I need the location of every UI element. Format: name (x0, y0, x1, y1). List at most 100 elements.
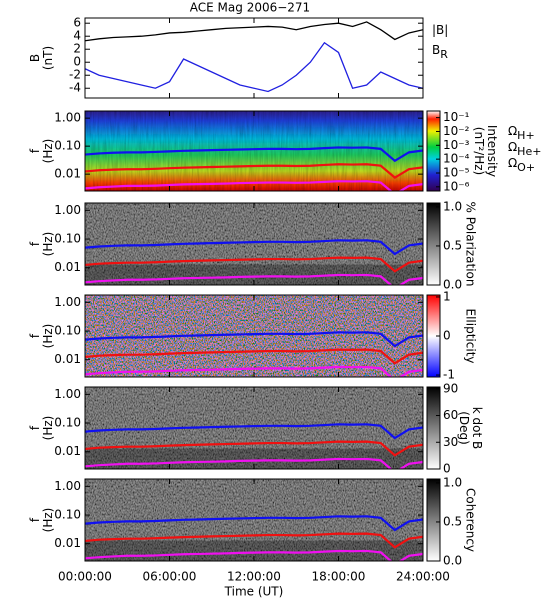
y-tick-label: 1.00 (54, 479, 81, 493)
y-axis-label-line: f (28, 241, 42, 246)
gyrofrequency-line (85, 180, 423, 191)
y-tick-label: 1.00 (54, 203, 81, 217)
legend-symbol: B (432, 43, 440, 57)
colorbar-tick-label: -1 (443, 368, 455, 382)
colorbar-tick-label: 0 (443, 329, 451, 343)
y-axis-label-line: f (28, 148, 42, 153)
gyrofrequency-line (85, 365, 423, 377)
colorbar (426, 386, 441, 470)
y-axis-label-line: f (28, 517, 42, 522)
colorbar-tick-label: 60 (443, 408, 458, 422)
y-axis-label-line: (Hz) (41, 416, 55, 441)
spectrogram-image (85, 295, 423, 377)
y-tick-label: 0.01 (54, 167, 81, 181)
y-axis-label-line: (Hz) (41, 324, 55, 349)
y-tick-label: 0.01 (54, 444, 81, 458)
colorbar-label: Ellipticity (464, 309, 478, 364)
legend-entry: ΩHe+ (508, 140, 541, 159)
colorbar-tick-label: 10⁻¹ (443, 110, 470, 124)
y-tick-label: -2 (69, 68, 81, 82)
spectrogram-image (85, 479, 423, 561)
gyrofrequency-line (85, 256, 423, 273)
y-axis-label: f (Hz) (28, 232, 55, 257)
x-tick-label: 00:00:00 (58, 570, 112, 584)
colorbar (426, 478, 441, 562)
y-axis-label: f (Hz) (28, 324, 55, 349)
y-axis-label-line: (nT) (41, 46, 55, 70)
x-axis-label: Time (UT) (224, 585, 284, 599)
y-tick-label: 0.10 (54, 139, 81, 153)
legend-symbol: |B| (432, 23, 448, 37)
colorbar-tick-label: 10⁻⁶ (443, 179, 470, 193)
spectrogram-image (85, 387, 423, 469)
x-tick-label: 06:00:00 (143, 570, 197, 584)
y-tick-label: 1.00 (54, 111, 81, 125)
series-line (85, 41, 423, 93)
colorbar-tick-label: 0.5 (443, 238, 462, 252)
legend-symbol: Ω (508, 124, 517, 138)
colorbar-label-line: Coherency (464, 488, 478, 552)
colorbar-tick-label: 90 (443, 381, 458, 395)
gyrofrequency-line (85, 348, 423, 365)
gyrofrequency-line (85, 146, 423, 163)
colorbar-tick-label: 0.0 (443, 278, 462, 292)
gyrofrequency-line (85, 440, 423, 457)
colorbar-tick-label: 10⁻² (443, 124, 470, 138)
gyrofrequency-line (85, 532, 423, 549)
y-tick-label: 0.10 (54, 232, 81, 246)
colorbar-label-line: % Polarization (464, 202, 478, 287)
chart-title: ACE Mag 2006−271 (190, 1, 310, 15)
x-tick-label: 18:00:00 (312, 570, 366, 584)
y-tick-label: 4 (73, 29, 81, 43)
legend-entry: ΩH+ (508, 124, 535, 143)
y-tick-label: 1.00 (54, 295, 81, 309)
legend-subscript: H+ (517, 129, 535, 142)
colorbar-label: Intensity(nT²/Hz) (472, 125, 499, 177)
colorbar-label-line: Intensity (485, 125, 499, 177)
colorbar-tick-label: 10⁻³ (443, 138, 470, 152)
colorbar-label: k dot B(Deg) (457, 407, 484, 449)
legend-entry: ΩO+ (508, 156, 535, 175)
gyrofrequency-line (85, 457, 423, 469)
y-tick-label: 2 (73, 42, 81, 56)
y-tick-label: 0.01 (54, 536, 81, 550)
y-tick-label: 0.01 (54, 260, 81, 274)
colorbar-tick-label: 30 (443, 435, 458, 449)
y-tick-label: 0.10 (54, 324, 81, 338)
y-axis-label-line: (Hz) (41, 232, 55, 257)
legend-entry: BR (432, 43, 448, 62)
y-axis-label-line: B (28, 54, 42, 62)
y-axis-label-line: f (28, 333, 42, 338)
legend-symbol: Ω (508, 140, 517, 154)
legend-subscript: O+ (517, 161, 535, 174)
colorbar-label: % Polarization (464, 202, 478, 287)
y-axis-label-line: (Hz) (41, 508, 55, 533)
y-tick-label: 1.00 (54, 387, 81, 401)
gyrofrequency-line (85, 515, 423, 532)
colorbar-label-line: (Deg) (457, 411, 471, 445)
gyrofrequency-line (85, 273, 423, 285)
legend-subscript: R (440, 48, 448, 61)
y-axis-label-line: f (28, 425, 42, 430)
colorbar (426, 202, 441, 286)
gyrofrequency-line (85, 239, 423, 256)
spectrogram-image (85, 111, 423, 191)
gyrofrequency-line (85, 331, 423, 348)
y-tick-label: 0 (73, 55, 81, 69)
colorbar-tick-label: 0.5 (443, 514, 462, 528)
colorbar-tick-label: 10⁻⁴ (443, 152, 470, 166)
colorbar-tick-label: 0.0 (443, 554, 462, 568)
y-axis-label: B (nT) (28, 46, 55, 70)
gyrofrequency-line (85, 549, 423, 561)
y-axis-label: f (Hz) (28, 508, 55, 533)
y-tick-label: -4 (69, 81, 81, 95)
colorbar-tick-label: 0 (443, 462, 451, 476)
series-line (85, 21, 423, 42)
legend-entry: |B| (432, 23, 448, 37)
gyrofrequency-line (85, 423, 423, 440)
colorbar-tick-label: 1 (443, 289, 451, 303)
gyrofrequency-line (85, 163, 423, 179)
y-tick-label: 0.10 (54, 416, 81, 430)
x-tick-label: 12:00:00 (227, 570, 281, 584)
